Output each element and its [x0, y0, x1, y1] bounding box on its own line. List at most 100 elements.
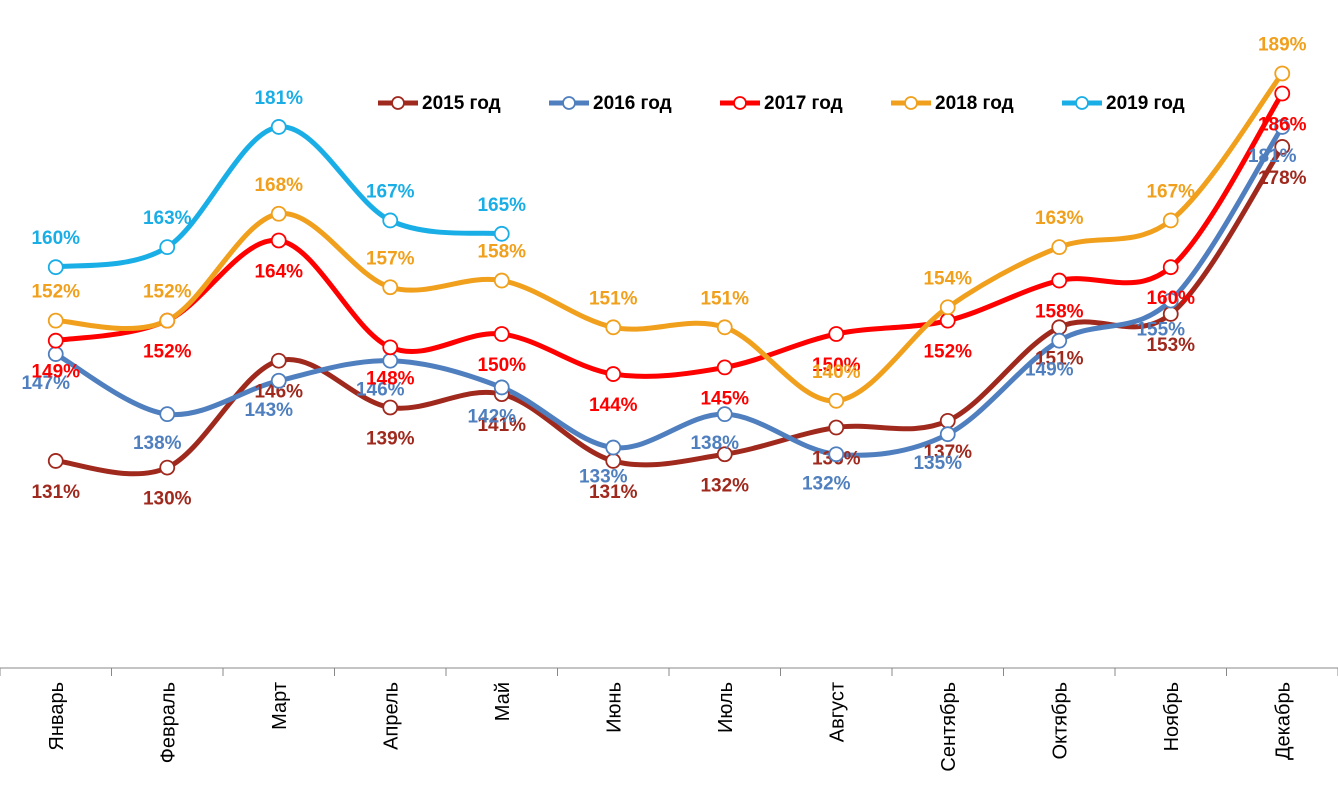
x-tick-label: Апрель [380, 682, 402, 750]
data-point [1051, 239, 1068, 256]
data-point [939, 299, 956, 316]
series-line [53, 124, 1285, 458]
x-tick-label: Июнь [603, 682, 625, 733]
legend-label: 2018 год [935, 93, 1014, 114]
data-point [270, 352, 287, 369]
legend-label: 2016 год [593, 93, 672, 114]
data-label: 153% [1146, 335, 1195, 356]
data-point [493, 326, 510, 342]
data-label: 181% [1248, 146, 1297, 167]
data-point [382, 399, 399, 416]
data-point [382, 279, 399, 296]
data-point [1051, 272, 1068, 289]
data-point [828, 419, 845, 436]
series-line [53, 91, 1285, 379]
data-point [828, 392, 845, 409]
data-point [270, 372, 287, 389]
data-label: 130% [143, 489, 192, 510]
data-point [47, 346, 64, 362]
data-label: 144% [589, 395, 638, 416]
data-point [47, 332, 64, 349]
data-label: 141% [477, 415, 526, 436]
data-label: 150% [477, 355, 526, 376]
data-label: 160% [1146, 288, 1195, 309]
legend-marker [1075, 96, 1089, 110]
data-point [1274, 85, 1291, 102]
data-point [828, 326, 845, 342]
legend-marker [733, 96, 747, 110]
series-line [53, 144, 1285, 477]
data-point [1274, 139, 1291, 155]
x-tick-label: Февраль [157, 682, 179, 763]
data-point [716, 446, 733, 463]
data-label: 131% [31, 482, 80, 503]
x-tick-label: Октябрь [1049, 682, 1071, 760]
legend-marker [562, 96, 576, 110]
data-label: 163% [1035, 208, 1084, 229]
data-point [382, 212, 399, 229]
legend-marker [391, 96, 405, 110]
data-point [47, 312, 64, 329]
data-point [270, 119, 287, 135]
data-label: 138% [690, 433, 739, 454]
data-label: 146% [356, 380, 405, 401]
data-label: 149% [31, 362, 80, 383]
data-point [605, 366, 622, 382]
data-label: 186% [1258, 115, 1307, 136]
data-point [270, 205, 287, 222]
data-point [159, 239, 176, 256]
data-label: 165% [477, 195, 526, 216]
data-label: 151% [1035, 348, 1084, 369]
data-point [716, 406, 733, 423]
x-tick-label: Май [492, 682, 514, 721]
data-point [939, 426, 956, 443]
data-point [939, 312, 956, 329]
series-line [53, 70, 1285, 404]
data-point [1162, 292, 1179, 309]
data-label: 152% [31, 282, 80, 303]
data-label: 152% [143, 282, 192, 303]
data-point [493, 225, 510, 242]
data-point [1051, 332, 1068, 349]
legend-label: 2015 год [422, 93, 501, 114]
x-tick-label: Июль [715, 682, 737, 733]
data-point [828, 446, 845, 463]
x-tick-label: Март [269, 682, 291, 730]
legend-label: 2019 год [1106, 93, 1185, 114]
data-label: 139% [366, 428, 415, 449]
x-tick-label: Ноябрь [1161, 682, 1183, 751]
data-point [47, 453, 64, 469]
data-label: 189% [1258, 34, 1307, 55]
data-label: 163% [143, 208, 192, 229]
data-point [1274, 65, 1291, 82]
data-label: 152% [923, 342, 972, 363]
x-tick-label: Декабрь [1272, 682, 1294, 760]
data-label: 154% [923, 268, 972, 289]
data-point [605, 319, 622, 336]
data-label: 158% [1035, 302, 1084, 323]
data-label: 132% [700, 475, 749, 496]
data-label: 147% [21, 373, 70, 394]
data-point [47, 259, 64, 276]
data-point [382, 339, 399, 356]
data-point [1162, 259, 1179, 276]
data-label: 178% [1258, 168, 1307, 189]
data-label: 150% [812, 355, 861, 376]
data-label: 155% [1136, 320, 1185, 341]
legend-marker [904, 96, 918, 110]
data-label: 132% [802, 473, 851, 494]
data-point [159, 459, 176, 476]
data-label: 164% [254, 261, 303, 282]
data-label: 143% [244, 400, 293, 421]
data-point [159, 406, 176, 423]
data-label: 181% [254, 88, 303, 109]
data-point [493, 379, 510, 396]
data-label: 149% [1025, 360, 1074, 381]
data-label: 158% [477, 242, 526, 263]
data-label: 167% [1146, 181, 1195, 202]
data-label: 140% [812, 362, 861, 383]
data-label: 133% [579, 467, 628, 488]
data-point [1162, 212, 1179, 229]
data-label: 146% [254, 382, 303, 403]
